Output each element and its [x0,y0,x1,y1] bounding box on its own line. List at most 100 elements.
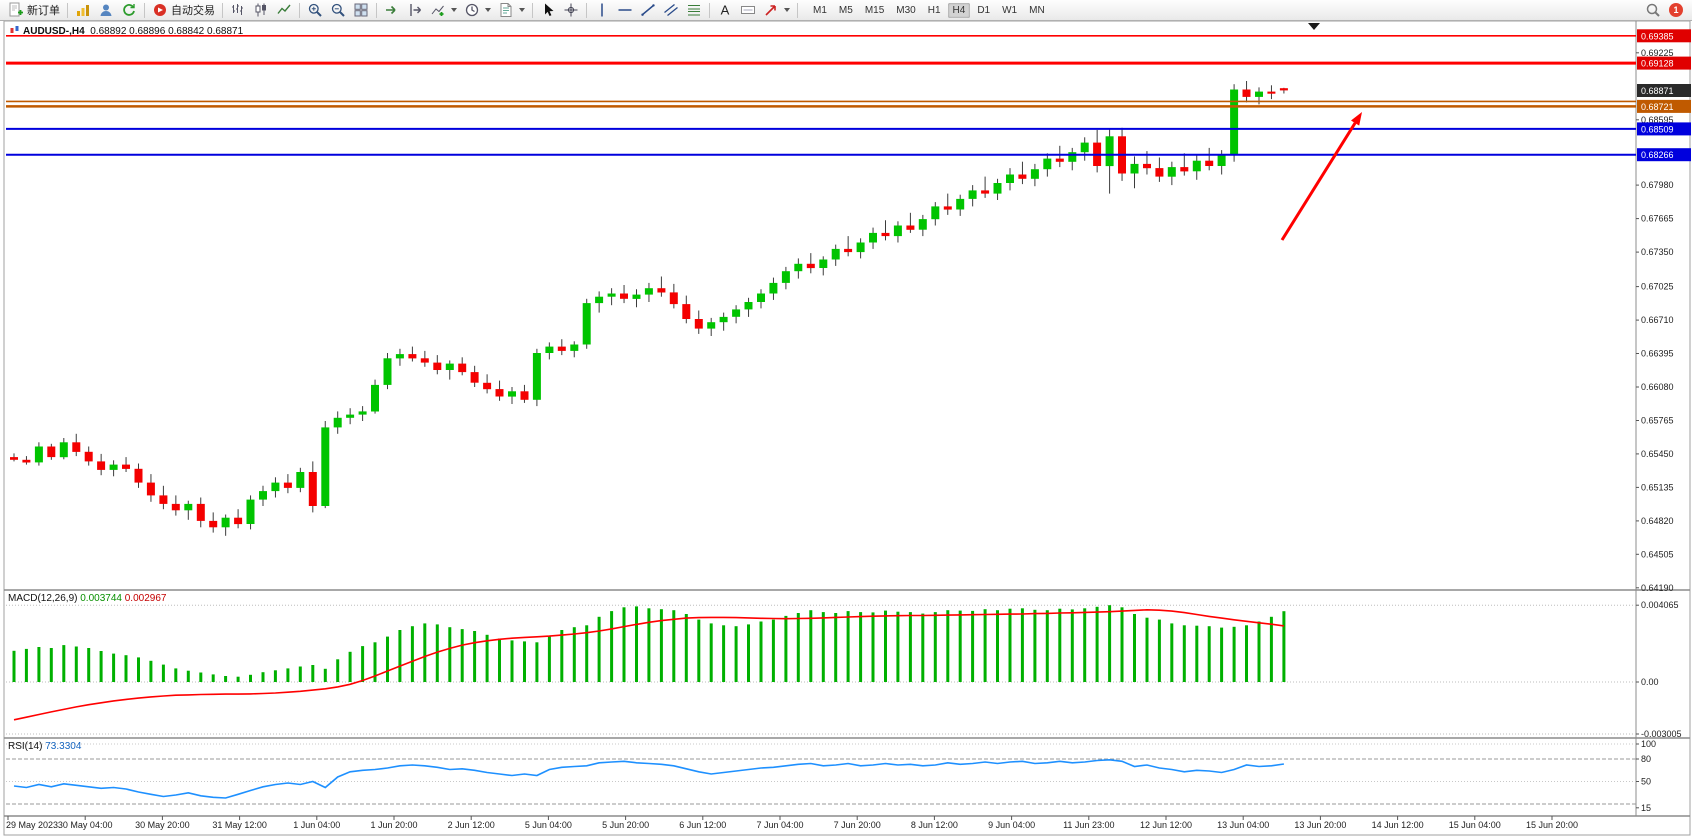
add-indicator-icon [430,2,446,18]
chart-shift-marker[interactable] [1308,23,1320,30]
macd-bar [983,609,987,682]
price-axis-label: 0.67025 [1641,282,1674,292]
line-chart-button[interactable] [273,1,295,20]
time-axis[interactable]: 29 May 2023 30 May 04:00 30 May 20:00 31 Ma… [6,816,1578,830]
time-axis-label: 11 Jun 23:00 [1063,820,1114,830]
toolbar-right: 1 [1645,2,1687,18]
price-axis[interactable]: 0.69225 0.68595 0.67980 0.67665 0.67350 0.670… [1636,29,1691,593]
macd-bar [311,665,315,682]
autotrading-icon [152,2,168,18]
label-button[interactable] [737,1,759,20]
time-axis-label: 14 Jun 12:00 [1372,820,1424,830]
candle-body [171,503,180,511]
auto-scroll-button[interactable] [381,1,403,20]
candle-body [1255,91,1263,97]
candle-body [582,303,591,345]
candle-body [159,495,168,504]
timeframe-m1-button[interactable]: M1 [813,4,827,16]
price-badge-0.68266: 0.68266 [1637,148,1691,162]
channel-button[interactable] [660,1,682,20]
candle-body [744,302,753,310]
candle-chart-button[interactable] [250,1,272,20]
svg-text:0.69128: 0.69128 [1641,59,1674,69]
channel-icon [663,2,679,18]
candle-body [308,472,317,506]
rsi-line [13,758,1285,799]
notification-badge[interactable]: 1 [1669,3,1683,17]
timeframe-h4-button[interactable]: H4 [947,2,971,18]
price-axis-label: 0.65450 [1641,449,1674,459]
candle-body [844,248,853,253]
time-axis-label: 31 May 12:00 [212,820,267,830]
timeframe-m30-button[interactable]: M30 [896,4,916,16]
candle-body [781,271,790,283]
tile-windows-button[interactable] [350,1,372,20]
timeframe-m5-button[interactable]: M5 [838,4,853,16]
macd-bar [473,631,477,682]
price-axis-label: 0.65765 [1641,416,1674,426]
candle-body [981,190,990,194]
horizontal-line-button[interactable] [614,1,636,20]
timeframe-mn-button[interactable]: MN [1029,4,1045,16]
time-axis-label: 13 Jun 20:00 [1294,820,1346,830]
candle-body [794,263,803,272]
candle-body [819,259,828,268]
timeframe-d1-button[interactable]: D1 [977,4,991,16]
candle-body [109,464,118,470]
autotrading-button[interactable]: 自动交易 [149,1,218,20]
macd-bar [796,613,800,682]
macd-bar [896,611,900,682]
market-watch-button[interactable] [72,1,94,20]
macd-bar [958,610,962,682]
candle-body [1018,174,1027,179]
macd-main-value: 0.003744 [80,593,122,604]
bar-chart-button[interactable] [227,1,249,20]
zoom-out-button[interactable] [327,1,349,20]
new-order-button[interactable]: 新订单 [5,1,63,20]
fibonacci-button[interactable] [683,1,705,20]
candle-body [371,384,379,412]
navigator-button[interactable] [95,1,117,20]
macd-bar [1245,625,1248,682]
search-icon[interactable] [1645,2,1661,18]
template-button[interactable] [495,1,528,20]
navigator-icon [98,2,114,18]
candle-body [221,517,230,528]
text-button[interactable]: A [714,1,736,20]
candle-body [1192,160,1201,172]
text-icon: A [717,2,733,18]
autotrading-button-label: 自动交易 [171,5,215,17]
period-button[interactable] [461,1,494,20]
macd-bar [87,648,91,682]
arrows-button[interactable] [760,1,793,20]
tile-windows-icon [353,2,369,18]
price-axis-label: 0.66080 [1641,382,1674,392]
timeframe-m15-button[interactable]: M15 [864,4,885,16]
zoom-in-button[interactable] [304,1,326,20]
macd-bar [199,672,203,682]
add-indicator-button[interactable] [427,1,460,20]
time-axis-label: 2 Jun 12:00 [448,820,495,830]
vertical-line-button[interactable] [591,1,613,20]
toolbar-separator [299,2,300,18]
timeframe-h1-button[interactable]: H1 [927,4,941,16]
new-order-button-label: 新订单 [27,5,60,17]
macd-bar [1232,626,1236,682]
crosshair-button[interactable] [560,1,582,20]
refresh-button[interactable] [118,1,140,20]
horizontal-line-objects[interactable] [6,34,1636,156]
macd-bar [1095,606,1099,682]
candle-body [893,225,902,237]
trendline-button[interactable] [637,1,659,20]
timeframe-w1-button[interactable]: W1 [1002,4,1018,16]
cursor-button[interactable] [537,1,559,20]
vertical-line-icon [594,2,610,18]
macd-bar [1182,625,1186,682]
chart-shift-button[interactable] [404,1,426,20]
macd-bar [460,629,464,682]
macd-signal-value: 0.002967 [124,593,167,604]
annotations[interactable] [1280,23,1362,241]
candle-body [59,442,68,458]
bar-chart-icon [230,2,246,18]
